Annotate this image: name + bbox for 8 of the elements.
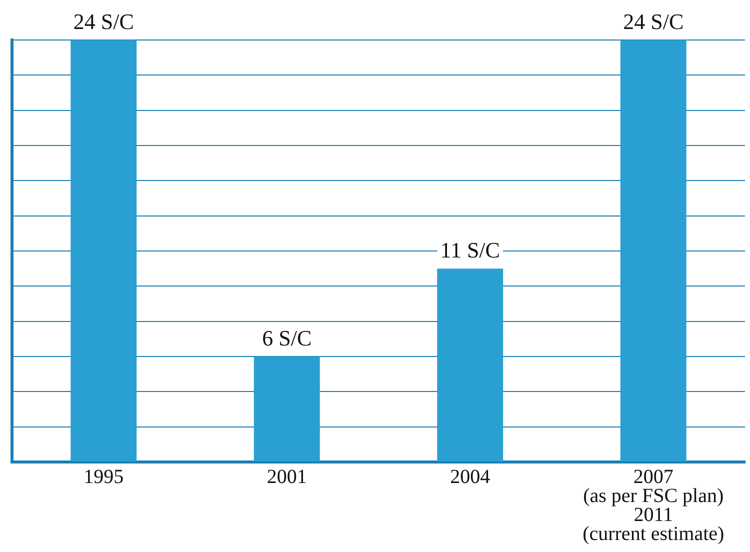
data-label: 6 S/C [262, 325, 312, 350]
data-label: 24 S/C [623, 8, 684, 34]
data-label: 11 S/C [440, 237, 500, 262]
x-tick-label: 1995 [84, 466, 124, 488]
data-label: 24 S/C [73, 8, 134, 34]
x-tick-label: 2004 [450, 466, 490, 488]
x-tick-label: 2001 [266, 466, 307, 488]
x-tick-label: 2007 (as per FSC plan) 2011 (current estimate) [582, 466, 724, 545]
